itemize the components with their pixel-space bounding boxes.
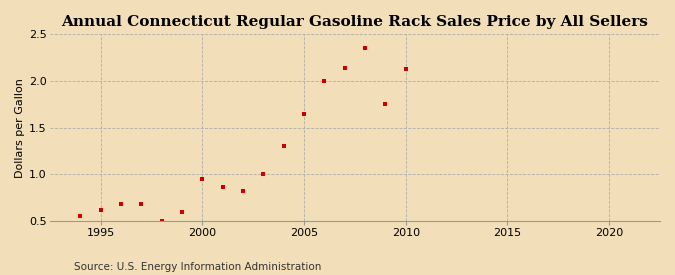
Y-axis label: Dollars per Gallon: Dollars per Gallon [15, 78, 25, 178]
Text: Source: U.S. Energy Information Administration: Source: U.S. Energy Information Administ… [74, 262, 321, 272]
Title: Annual Connecticut Regular Gasoline Rack Sales Price by All Sellers: Annual Connecticut Regular Gasoline Rack… [61, 15, 648, 29]
